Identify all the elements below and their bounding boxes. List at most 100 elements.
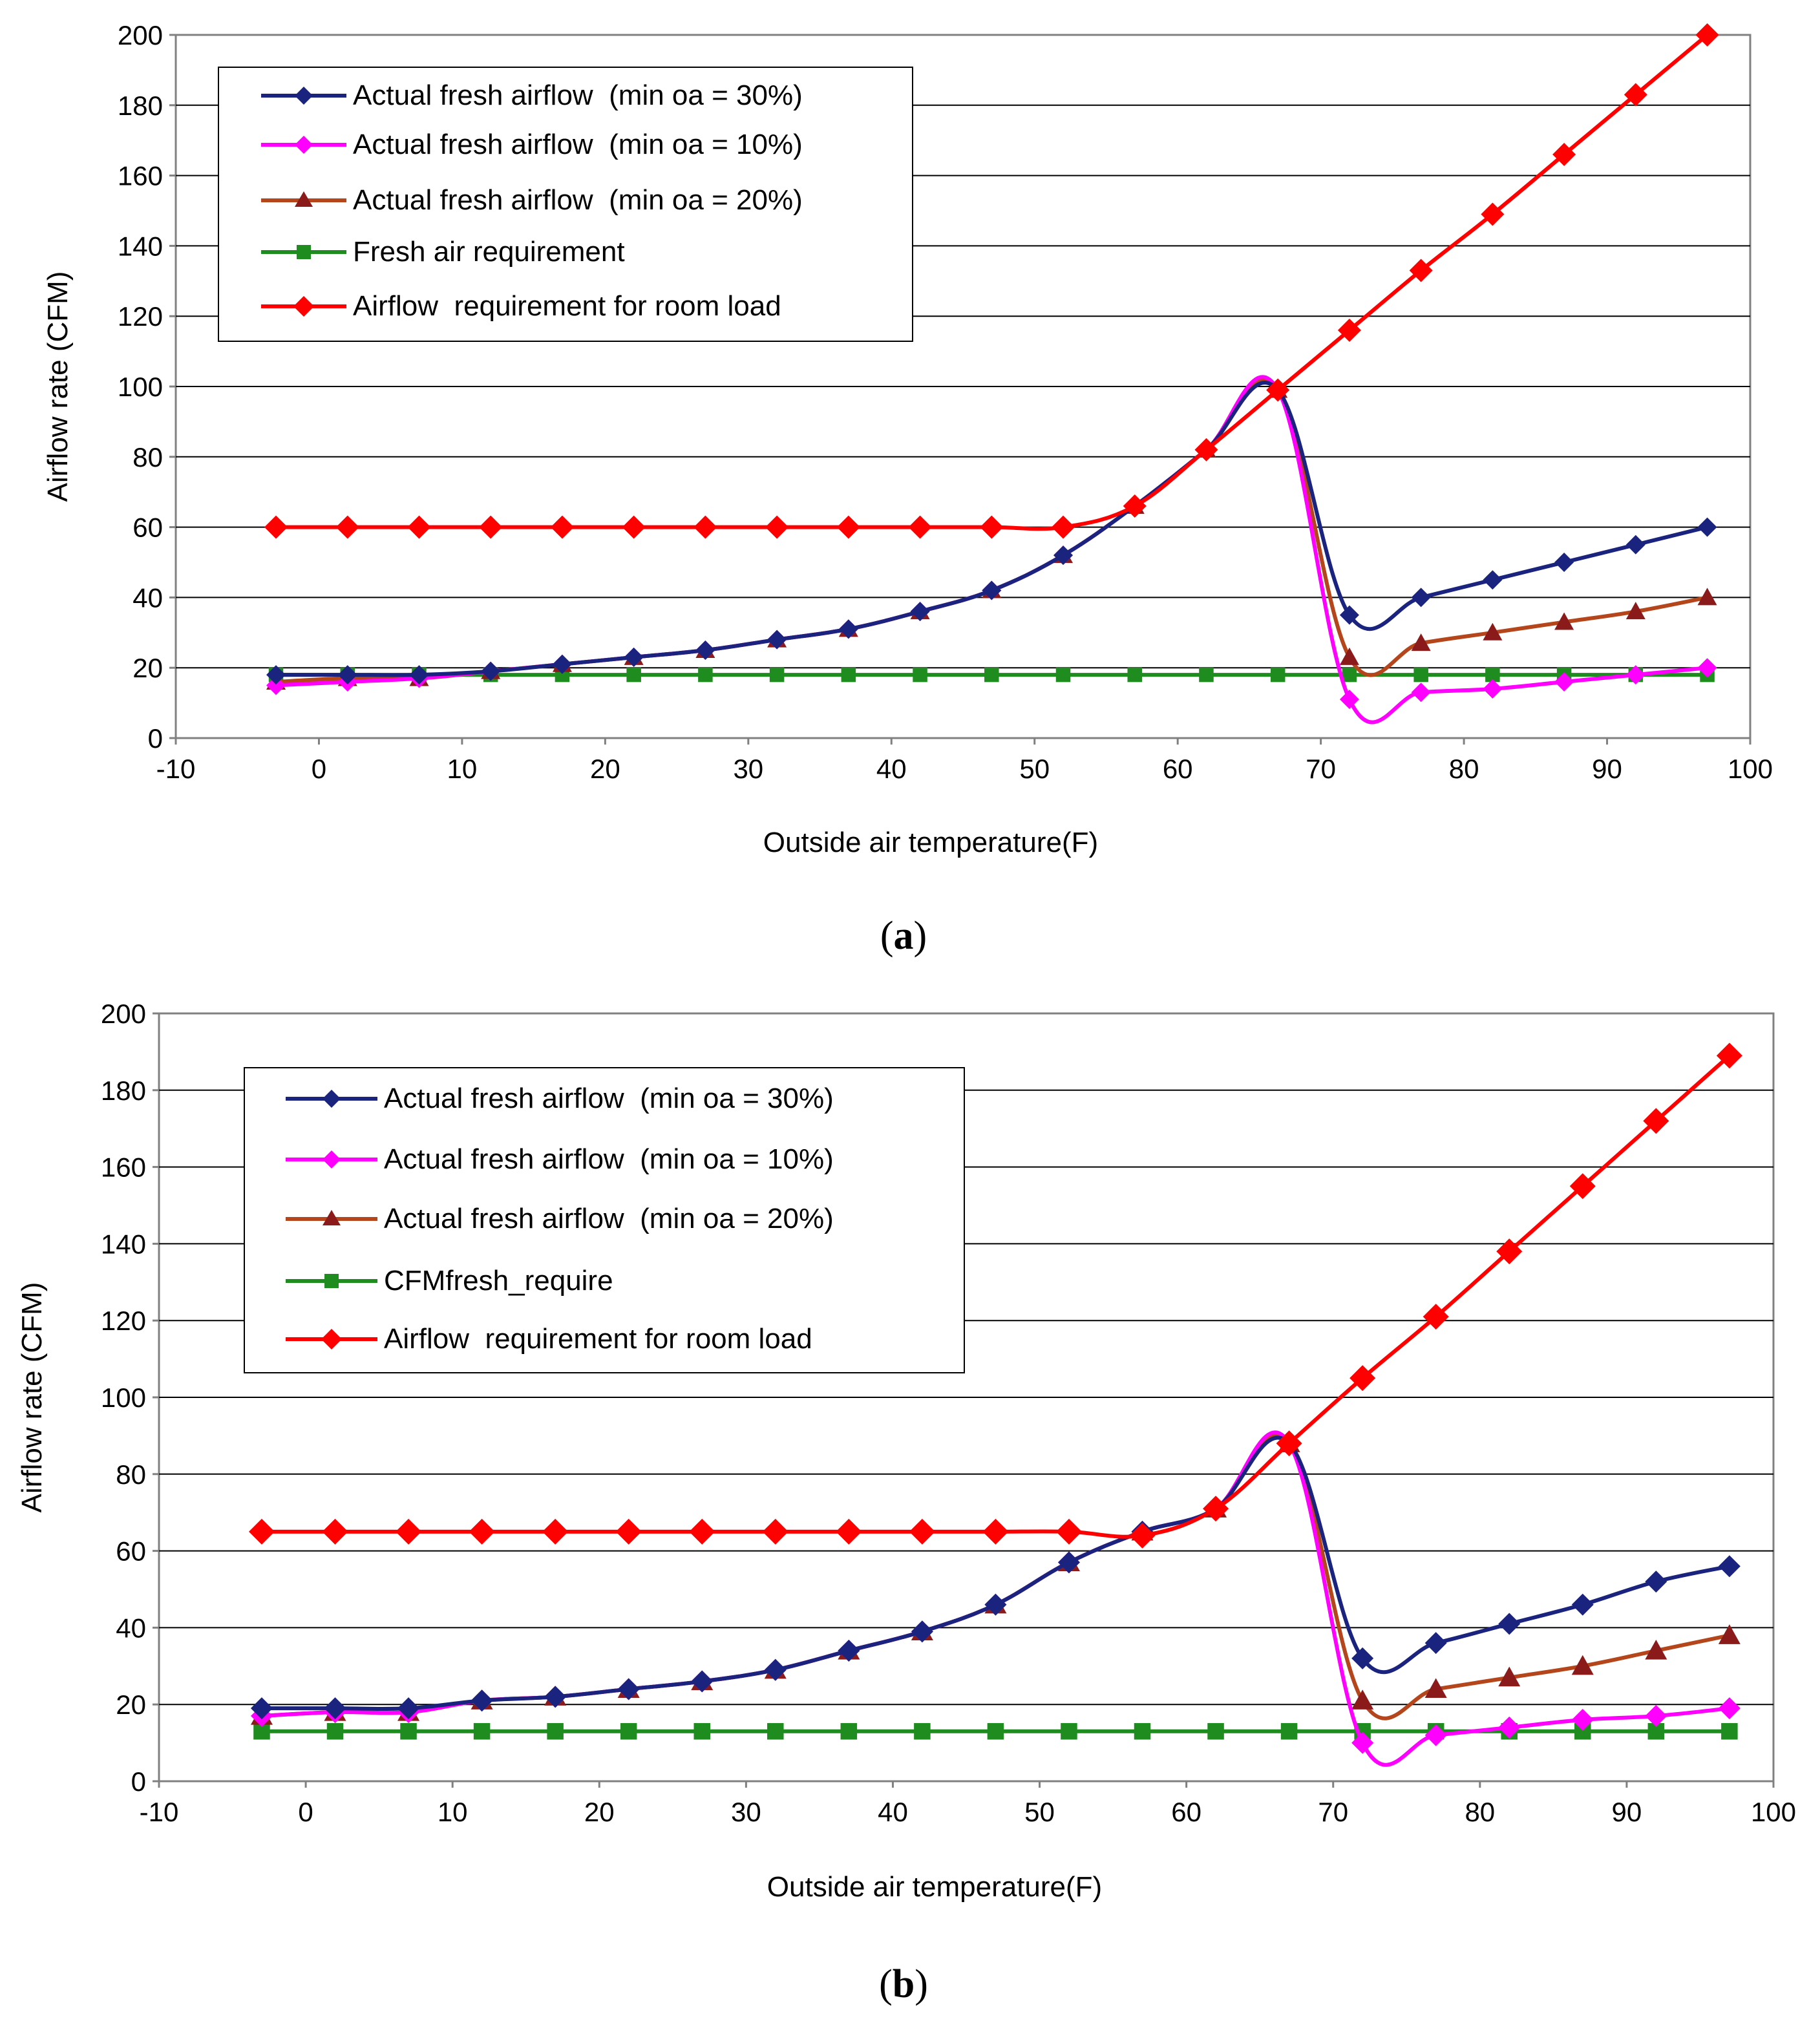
x-tick-label: 100 [1728, 754, 1773, 784]
legend-diamond-marker [295, 136, 313, 154]
series-line [276, 381, 1708, 677]
legend-box-a [218, 67, 913, 342]
data-point [1498, 1613, 1521, 1635]
data-point [1716, 1042, 1742, 1069]
legend-entry-b-2: Actual fresh airflow (min oa = 20%) [286, 1203, 834, 1234]
legend-label: Airflow requirement for room load [353, 290, 781, 322]
chart-panel-a: -10 0 10 20 30 40 50 60 70 80 90 100 02040608010012… [42, 20, 1773, 958]
data-point [1270, 667, 1286, 683]
data-point [913, 667, 927, 683]
data-point [1424, 1632, 1447, 1655]
data-point [987, 1723, 1004, 1740]
legend-entry-a-0: Actual fresh airflow (min oa = 30%) [261, 79, 803, 111]
x-tick-labels-a: -10 0 10 20 30 40 50 60 70 80 90 100 [156, 754, 1773, 784]
data-point [264, 515, 288, 539]
x-tick-label: 60 [1171, 1797, 1201, 1827]
data-point [1411, 683, 1431, 703]
data-point [1349, 1365, 1376, 1392]
legend-label: Fresh air requirement [353, 236, 625, 268]
x-tick-label: -10 [156, 754, 196, 784]
y-tick-label: 60 [116, 1536, 146, 1567]
x-tick-label: 40 [878, 1797, 908, 1827]
data-point [1337, 318, 1361, 342]
y-tick-label: 200 [118, 20, 163, 50]
x-tick-label: 90 [1612, 1797, 1642, 1827]
data-point [1569, 1173, 1596, 1200]
data-point [1409, 259, 1433, 282]
data-point [617, 1678, 640, 1700]
data-point [980, 515, 1004, 539]
data-point [1496, 1238, 1523, 1265]
series-0 [266, 380, 1717, 685]
data-point [769, 667, 785, 683]
legend-entry-a-4: Airflow requirement for room load [261, 290, 781, 322]
data-point [1351, 1689, 1374, 1709]
data-point [407, 515, 431, 539]
x-axis-label-a: Outside air temperature(F) [763, 827, 1098, 858]
y-tick-label: 100 [101, 1382, 146, 1413]
data-point [984, 667, 999, 683]
data-point [1483, 679, 1503, 699]
data-point [1571, 1593, 1594, 1616]
data-point [469, 1518, 495, 1545]
data-point [1423, 1304, 1449, 1330]
legend-a: Actual fresh airflow (min oa = 30%) Actu… [218, 67, 913, 342]
data-point [838, 619, 858, 639]
data-point [552, 654, 572, 674]
data-point [400, 1723, 417, 1740]
data-point [473, 1723, 491, 1740]
legend-label: Actual fresh airflow (min oa = 20%) [384, 1203, 834, 1234]
data-point [1554, 612, 1574, 630]
data-point [910, 602, 930, 622]
data-point [1411, 587, 1431, 608]
data-point [1718, 1697, 1741, 1720]
data-point [409, 665, 429, 685]
y-tick-label: 180 [101, 1075, 146, 1106]
data-point [397, 1697, 420, 1720]
x-tick-label: 90 [1592, 754, 1622, 784]
data-point [1194, 438, 1218, 461]
data-point [1280, 1723, 1298, 1740]
data-point [1645, 1640, 1667, 1660]
data-point [1199, 667, 1214, 683]
data-point [335, 515, 359, 539]
legend-label: Actual fresh airflow (min oa = 30%) [353, 79, 803, 111]
y-tick-labels-b: 0 20 40 60 80 100 120 140 160 180 200 [101, 999, 146, 1797]
legend-entry-b-1: Actual fresh airflow (min oa = 10%) [286, 1143, 834, 1175]
data-point [914, 1723, 931, 1740]
data-point [984, 1593, 1007, 1616]
data-point [337, 665, 357, 685]
legend-entry-b-4: Airflow requirement for room load [286, 1323, 812, 1355]
data-point [1645, 1705, 1667, 1728]
data-point [396, 1518, 422, 1545]
y-tick-label: 100 [118, 372, 163, 402]
data-point [1053, 545, 1074, 566]
data-point [1643, 1108, 1669, 1134]
data-point [982, 1518, 1009, 1545]
x-tick-label: 10 [447, 754, 478, 784]
data-point [1055, 667, 1071, 683]
x-tick-label: 30 [733, 754, 763, 784]
data-point [1351, 1731, 1374, 1754]
data-point [622, 515, 646, 539]
data-point [1203, 1496, 1229, 1522]
data-point [1554, 553, 1574, 572]
data-point [1483, 570, 1503, 590]
data-point [1645, 1571, 1667, 1593]
data-point [1571, 1708, 1594, 1731]
data-point [767, 630, 787, 650]
data-point [1483, 622, 1503, 640]
data-point [250, 1697, 273, 1720]
y-tick-label: 20 [132, 653, 163, 683]
x-tick-label: 0 [298, 1797, 313, 1827]
y-tick-label: 0 [131, 1766, 146, 1797]
data-point [1057, 1551, 1080, 1574]
data-point [1276, 1430, 1302, 1457]
x-tick-label: 0 [312, 754, 326, 784]
data-point [615, 1518, 642, 1545]
data-point [840, 1723, 858, 1740]
data-point [1266, 378, 1290, 402]
y-axis-label-b: Airflow rate (CFM) [16, 1282, 48, 1513]
data-point [620, 1723, 637, 1740]
